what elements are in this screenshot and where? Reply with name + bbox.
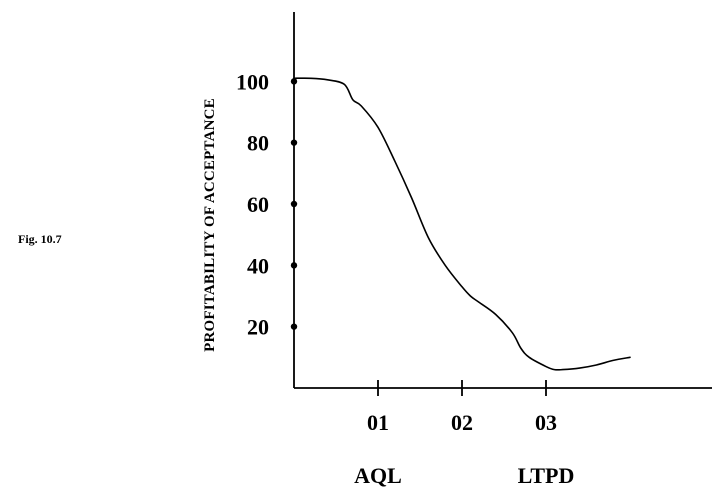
x-ticks: 01 02 03: [367, 380, 557, 435]
operating-characteristic-curve: [293, 77, 631, 371]
x-tick-label: 02: [451, 410, 473, 435]
y-tick-label: 100: [236, 69, 269, 94]
y-tick-label: 60: [247, 192, 269, 217]
x-tick-label: 01: [367, 410, 389, 435]
ltpd-annotation: LTPD: [518, 463, 575, 488]
y-tick-mark: [290, 139, 298, 146]
y-tick-mark: [290, 262, 298, 269]
y-axis-title: PROFITABILITY OF ACCEPTANCE: [202, 98, 218, 352]
y-tick-mark: [290, 78, 298, 85]
y-tick-label: 40: [247, 253, 269, 278]
figure-label: Fig. 10.7: [18, 232, 62, 246]
y-tick-label: 20: [247, 315, 269, 340]
y-tick-mark: [290, 200, 298, 208]
y-tick-label: 80: [247, 131, 269, 156]
y-tick-mark: [290, 323, 298, 330]
y-ticks: 20 40 60 80 100: [236, 69, 298, 340]
x-annotations: AQL LTPD: [354, 463, 574, 488]
aql-annotation: AQL: [354, 463, 402, 488]
x-tick-label: 03: [535, 410, 557, 435]
